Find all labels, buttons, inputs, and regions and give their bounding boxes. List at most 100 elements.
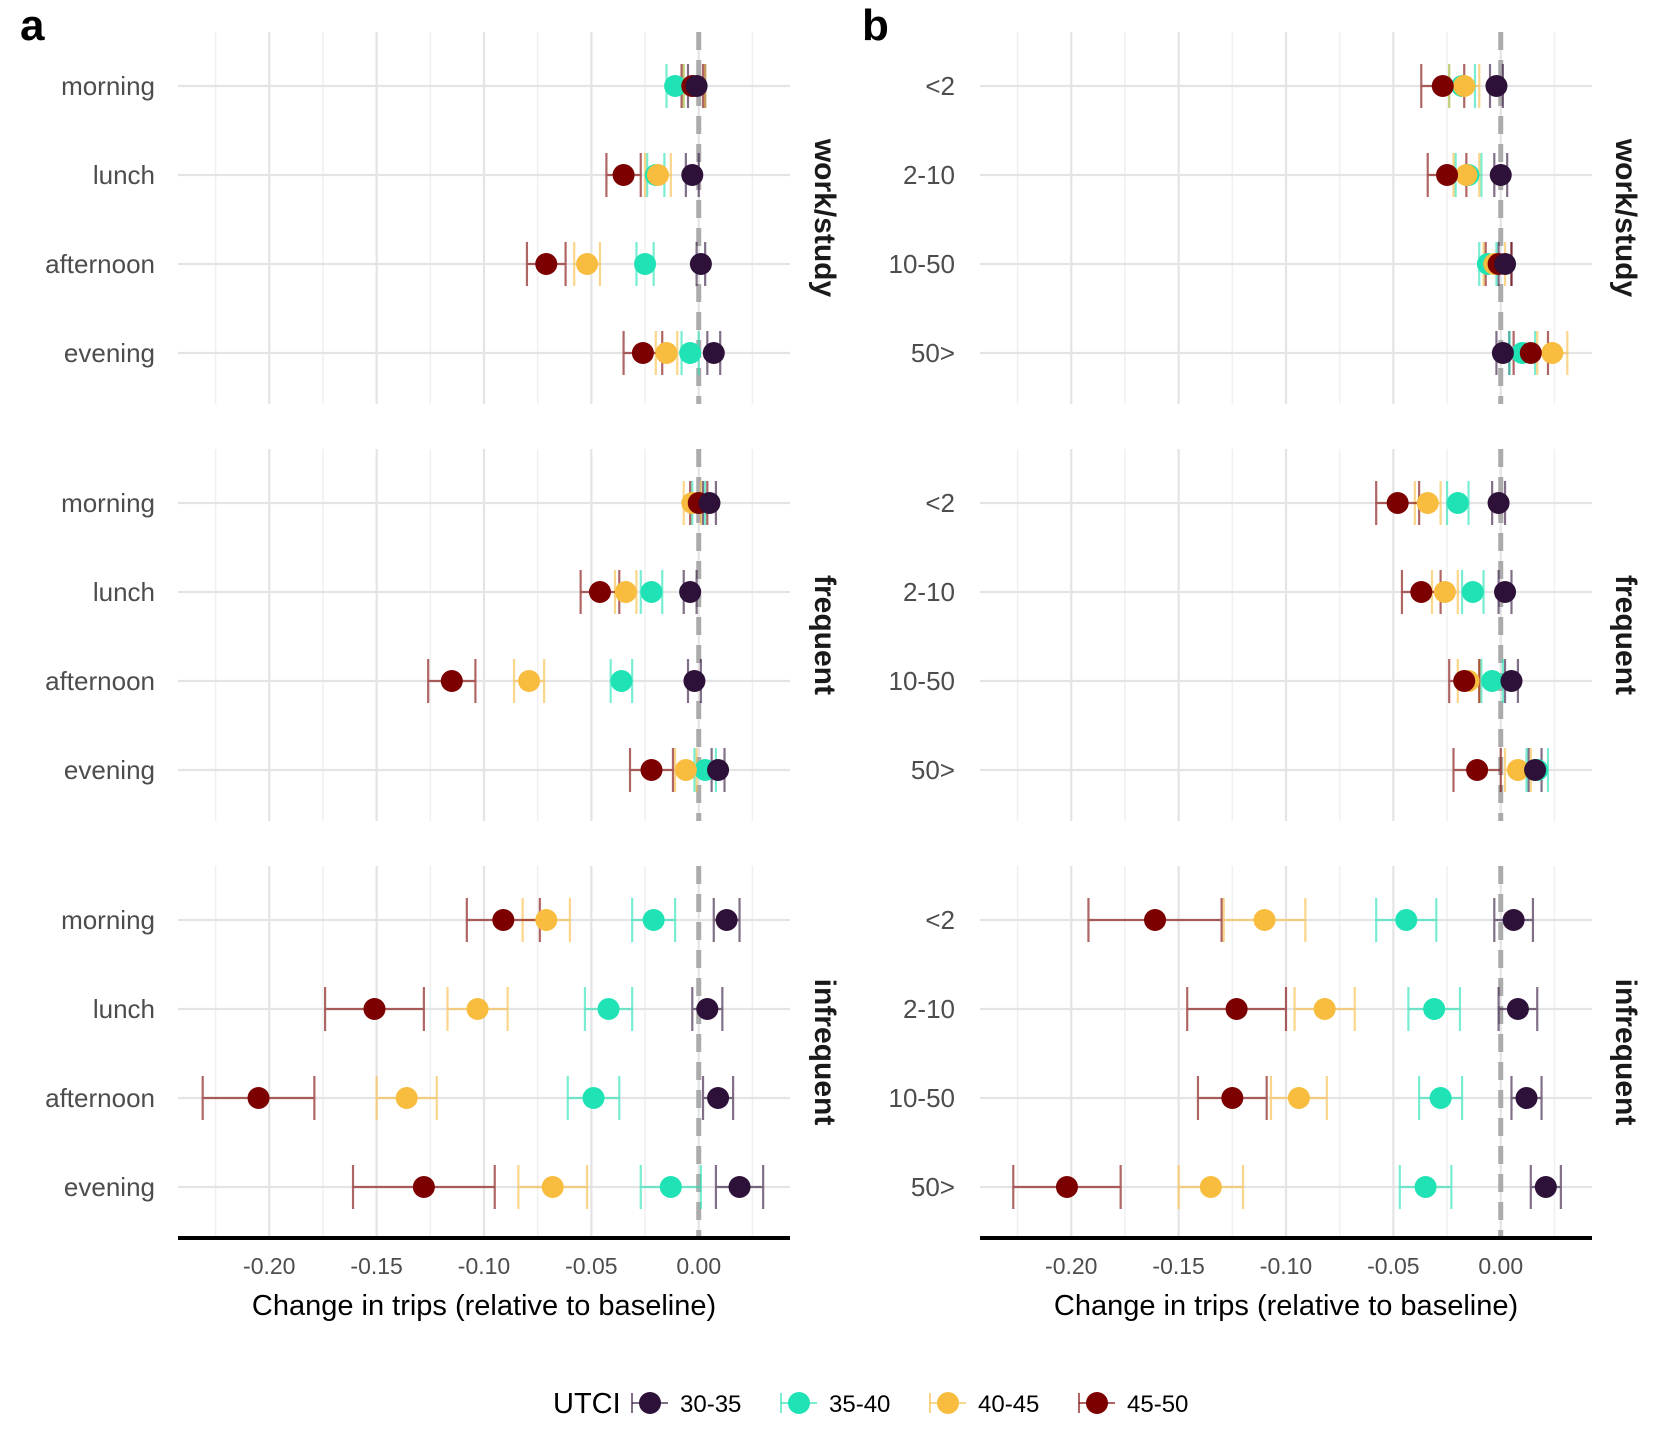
category-label: morning bbox=[61, 905, 155, 935]
facet-infrequent: <2 2-10 10-50 50> infrequent bbox=[889, 866, 1642, 1238]
facet-frequent: <2 2-10 10-50 50> frequent bbox=[889, 449, 1642, 821]
legend-key-point bbox=[1086, 1392, 1108, 1414]
data-point-30-35 bbox=[715, 909, 738, 931]
category-label: evening bbox=[64, 755, 155, 785]
data-point-35-40 bbox=[642, 909, 665, 931]
data-point-40-45 bbox=[1541, 342, 1564, 364]
data-point-40-45 bbox=[674, 759, 697, 781]
data-point-40-45 bbox=[1287, 1087, 1310, 1109]
data-point-30-35 bbox=[681, 164, 704, 186]
category-label: morning bbox=[61, 488, 155, 518]
data-point-30-35 bbox=[696, 998, 719, 1020]
category-label: 10-50 bbox=[889, 249, 956, 279]
panel-label: a bbox=[20, 1, 45, 50]
data-point-45-50 bbox=[631, 342, 654, 364]
data-point-40-45 bbox=[1455, 164, 1478, 186]
category-label: <2 bbox=[925, 905, 955, 935]
data-point-40-45 bbox=[1453, 75, 1476, 97]
category-label: lunch bbox=[93, 160, 155, 190]
data-point-45-50 bbox=[247, 1087, 270, 1109]
data-point-45-50 bbox=[440, 670, 463, 692]
category-label: 2-10 bbox=[903, 577, 955, 607]
facet-strip-label: infrequent bbox=[1609, 979, 1642, 1126]
data-point-40-45 bbox=[614, 581, 637, 603]
data-point-45-50 bbox=[1221, 1087, 1244, 1109]
data-point-40-45 bbox=[395, 1087, 418, 1109]
legend-entry: 45-50 bbox=[1078, 1391, 1188, 1418]
data-point-30-35 bbox=[1491, 342, 1514, 364]
data-point-40-45 bbox=[1313, 998, 1336, 1020]
data-point-40-45 bbox=[576, 253, 599, 275]
panel-a: a morning lunch afternoon evening work/study m… bbox=[20, 1, 841, 1322]
data-point-30-35 bbox=[1487, 492, 1510, 514]
category-label: lunch bbox=[93, 577, 155, 607]
data-point-35-40 bbox=[1481, 670, 1504, 692]
data-point-35-40 bbox=[582, 1087, 605, 1109]
data-point-35-40 bbox=[1461, 581, 1484, 603]
category-label: 2-10 bbox=[903, 160, 955, 190]
data-point-40-45 bbox=[1199, 1176, 1222, 1198]
data-point-45-50 bbox=[1225, 998, 1248, 1020]
data-point-45-50 bbox=[1436, 164, 1459, 186]
data-point-45-50 bbox=[640, 759, 663, 781]
data-point-40-45 bbox=[1506, 759, 1529, 781]
data-point-30-35 bbox=[1489, 164, 1512, 186]
category-label: lunch bbox=[93, 994, 155, 1024]
data-point-35-40 bbox=[679, 342, 702, 364]
data-point-40-45 bbox=[1416, 492, 1439, 514]
category-label: 2-10 bbox=[903, 994, 955, 1024]
data-point-40-45 bbox=[535, 909, 558, 931]
legend-label: 30-35 bbox=[680, 1391, 741, 1418]
data-point-30-35 bbox=[707, 759, 730, 781]
facet-strip-label: frequent bbox=[808, 575, 841, 695]
facet-work-study: morning lunch afternoon evening work/study bbox=[45, 32, 841, 404]
legend-entry: 30-35 bbox=[631, 1391, 741, 1418]
x-axis-title: Change in trips (relative to baseline) bbox=[252, 1290, 716, 1322]
category-label: afternoon bbox=[45, 1083, 155, 1113]
data-point-45-50 bbox=[1466, 759, 1489, 781]
category-label: afternoon bbox=[45, 666, 155, 696]
data-point-30-35 bbox=[683, 670, 706, 692]
data-point-40-45 bbox=[1253, 909, 1276, 931]
data-point-30-35 bbox=[1485, 75, 1508, 97]
legend-label: 40-45 bbox=[978, 1391, 1039, 1418]
data-point-35-40 bbox=[597, 998, 620, 1020]
facet-frequent: morning lunch afternoon evening frequent bbox=[45, 449, 841, 821]
facet-infrequent: morning lunch afternoon evening infrequent bbox=[45, 866, 841, 1238]
data-point-30-35 bbox=[702, 342, 725, 364]
legend-label: 35-40 bbox=[829, 1391, 890, 1418]
panel-label: b bbox=[862, 1, 889, 50]
data-point-40-45 bbox=[1433, 581, 1456, 603]
legend-key-point bbox=[788, 1392, 810, 1414]
data-point-30-35 bbox=[679, 581, 702, 603]
legend-entry: 40-45 bbox=[929, 1391, 1039, 1418]
category-label: evening bbox=[64, 1172, 155, 1202]
data-point-40-45 bbox=[646, 164, 669, 186]
data-point-35-40 bbox=[1395, 909, 1418, 931]
facet-strip-label: frequent bbox=[1609, 575, 1642, 695]
facet-strip-label: work/study bbox=[1609, 138, 1642, 298]
legend-label: 45-50 bbox=[1127, 1391, 1188, 1418]
category-label: 10-50 bbox=[889, 666, 956, 696]
data-point-30-35 bbox=[685, 75, 708, 97]
data-point-35-40 bbox=[610, 670, 633, 692]
x-tick-label: -0.10 bbox=[1260, 1253, 1312, 1279]
data-point-35-40 bbox=[659, 1176, 682, 1198]
data-point-30-35 bbox=[1502, 909, 1525, 931]
data-point-35-40 bbox=[1429, 1087, 1452, 1109]
data-point-45-50 bbox=[412, 1176, 435, 1198]
data-point-30-35 bbox=[707, 1087, 730, 1109]
category-label: morning bbox=[61, 71, 155, 101]
category-label: 50> bbox=[911, 1172, 955, 1202]
category-label: afternoon bbox=[45, 249, 155, 279]
data-point-45-50 bbox=[535, 253, 558, 275]
data-point-45-50 bbox=[1144, 909, 1167, 931]
facet-strip-label: work/study bbox=[808, 138, 841, 298]
data-point-40-45 bbox=[518, 670, 541, 692]
data-point-40-45 bbox=[655, 342, 678, 364]
data-point-35-40 bbox=[1446, 492, 1469, 514]
data-point-30-35 bbox=[689, 253, 712, 275]
x-tick-label: 0.00 bbox=[676, 1253, 721, 1279]
data-point-30-35 bbox=[1524, 759, 1547, 781]
